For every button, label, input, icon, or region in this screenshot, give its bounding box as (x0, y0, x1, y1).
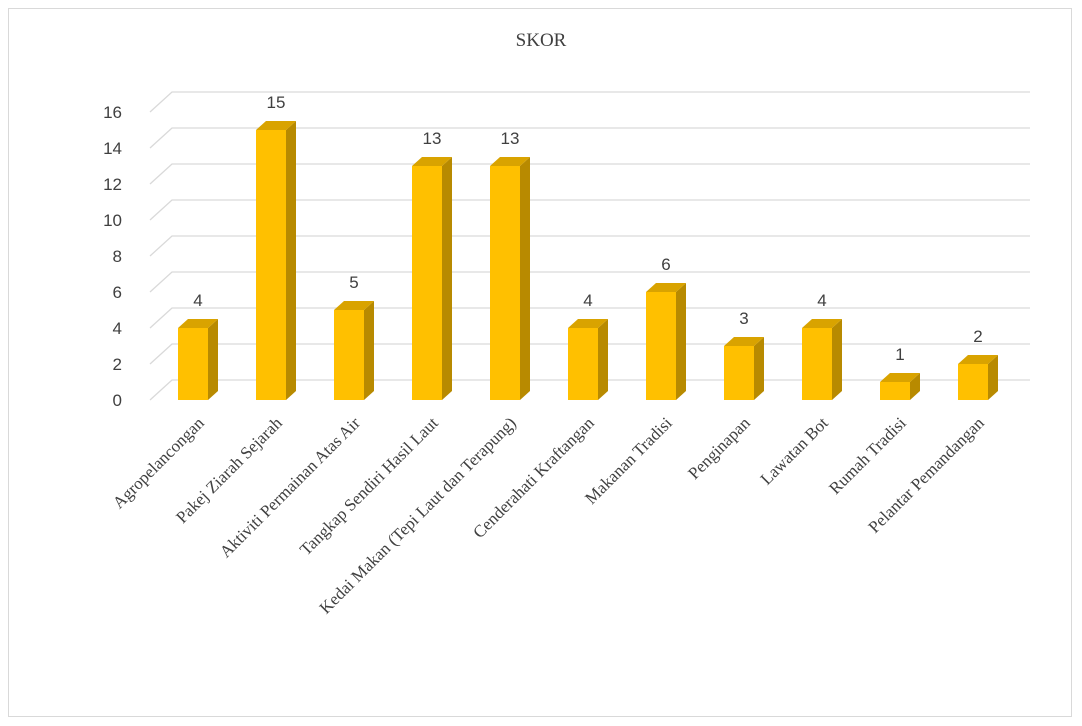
y-tick-label: 4 (113, 319, 122, 338)
x-tick-label: Tangkap Sendiri Hasil Laut (296, 413, 442, 559)
bar-front (334, 310, 364, 400)
chart-title: SKOR (515, 30, 567, 51)
bar (412, 157, 452, 400)
data-label: 5 (349, 273, 358, 292)
bar-side (832, 319, 842, 400)
bar-side (520, 157, 530, 400)
x-tick-label: Aktiviti Permainan Atas Air (216, 413, 364, 561)
y-tick-label: 12 (103, 175, 122, 194)
data-label: 13 (423, 129, 442, 148)
data-label: 1 (895, 345, 904, 364)
gridlines (149, 91, 1030, 401)
bars (178, 121, 998, 400)
bar-side (676, 283, 686, 400)
bar-side (208, 319, 218, 400)
bar-front (178, 328, 208, 400)
bar (256, 121, 296, 400)
y-tick-label: 14 (103, 139, 122, 158)
bar-top (334, 301, 374, 310)
x-tick-label: Penginapan (684, 413, 754, 483)
bar (490, 157, 530, 400)
bar (880, 373, 920, 400)
data-label: 4 (583, 291, 592, 310)
gridline (149, 235, 1030, 257)
bar-top (256, 121, 296, 130)
data-label: 4 (193, 291, 202, 310)
bar-top (490, 157, 530, 166)
bar-front (724, 346, 754, 400)
bar-top (802, 319, 842, 328)
bar-front (490, 166, 520, 400)
bar-top (412, 157, 452, 166)
y-tick-label: 0 (113, 391, 122, 410)
data-label: 13 (501, 129, 520, 148)
gridline (149, 199, 1030, 221)
bar (178, 319, 218, 400)
data-label: 6 (661, 255, 670, 274)
bar-front (256, 130, 286, 400)
bar-top (724, 337, 764, 346)
y-tick-label: 16 (103, 103, 122, 122)
y-tick-label: 6 (113, 283, 122, 302)
bar (568, 319, 608, 400)
bar-side (364, 301, 374, 400)
gridline (149, 127, 1030, 149)
bar-side (598, 319, 608, 400)
gridline (149, 163, 1030, 185)
bar-front (958, 364, 988, 400)
bar (646, 283, 686, 400)
bar-side (442, 157, 452, 400)
bar-side (286, 121, 296, 400)
gridline (149, 91, 1030, 113)
data-label: 4 (817, 291, 826, 310)
bar-front (646, 292, 676, 400)
bar (334, 301, 374, 400)
bar-top (568, 319, 608, 328)
x-tick-label: Lawatan Bot (757, 413, 832, 488)
data-labels: 4 15 5 13 13 4 6 3 4 1 2 (193, 93, 982, 364)
y-axis: 0 2 4 6 8 10 12 14 16 (103, 103, 122, 410)
gridline (149, 307, 1030, 329)
bar-top (178, 319, 218, 328)
bar-side (754, 337, 764, 400)
bar-front (412, 166, 442, 400)
data-label: 15 (267, 93, 286, 112)
bar (802, 319, 842, 400)
bar (958, 355, 998, 400)
y-tick-label: 8 (113, 247, 122, 266)
y-tick-label: 2 (113, 355, 122, 374)
bar-front (880, 382, 910, 400)
gridline (149, 271, 1030, 293)
y-tick-label: 10 (103, 211, 122, 230)
bar-front (802, 328, 832, 400)
bar (724, 337, 764, 400)
bar-top (646, 283, 686, 292)
x-tick-label: Rumah Tradisi (825, 413, 910, 498)
bar-front (568, 328, 598, 400)
bar-side (988, 355, 998, 400)
bar-top (958, 355, 998, 364)
data-label: 2 (973, 327, 982, 346)
data-label: 3 (739, 309, 748, 328)
bar-top (880, 373, 920, 382)
